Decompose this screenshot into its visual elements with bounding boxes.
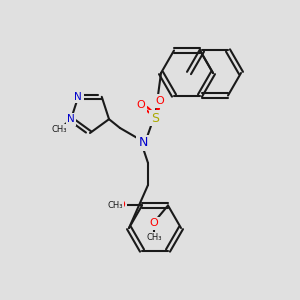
Text: O: O [136,100,146,110]
Text: N: N [74,92,82,102]
Text: O: O [156,96,164,106]
Text: S: S [151,112,159,124]
Text: O: O [150,218,158,229]
Text: CH₃: CH₃ [146,233,162,242]
Text: O: O [117,200,125,211]
Text: N: N [67,114,75,124]
Text: N: N [138,136,148,149]
Text: CH₃: CH₃ [51,125,67,134]
Text: CH₃: CH₃ [108,201,124,210]
